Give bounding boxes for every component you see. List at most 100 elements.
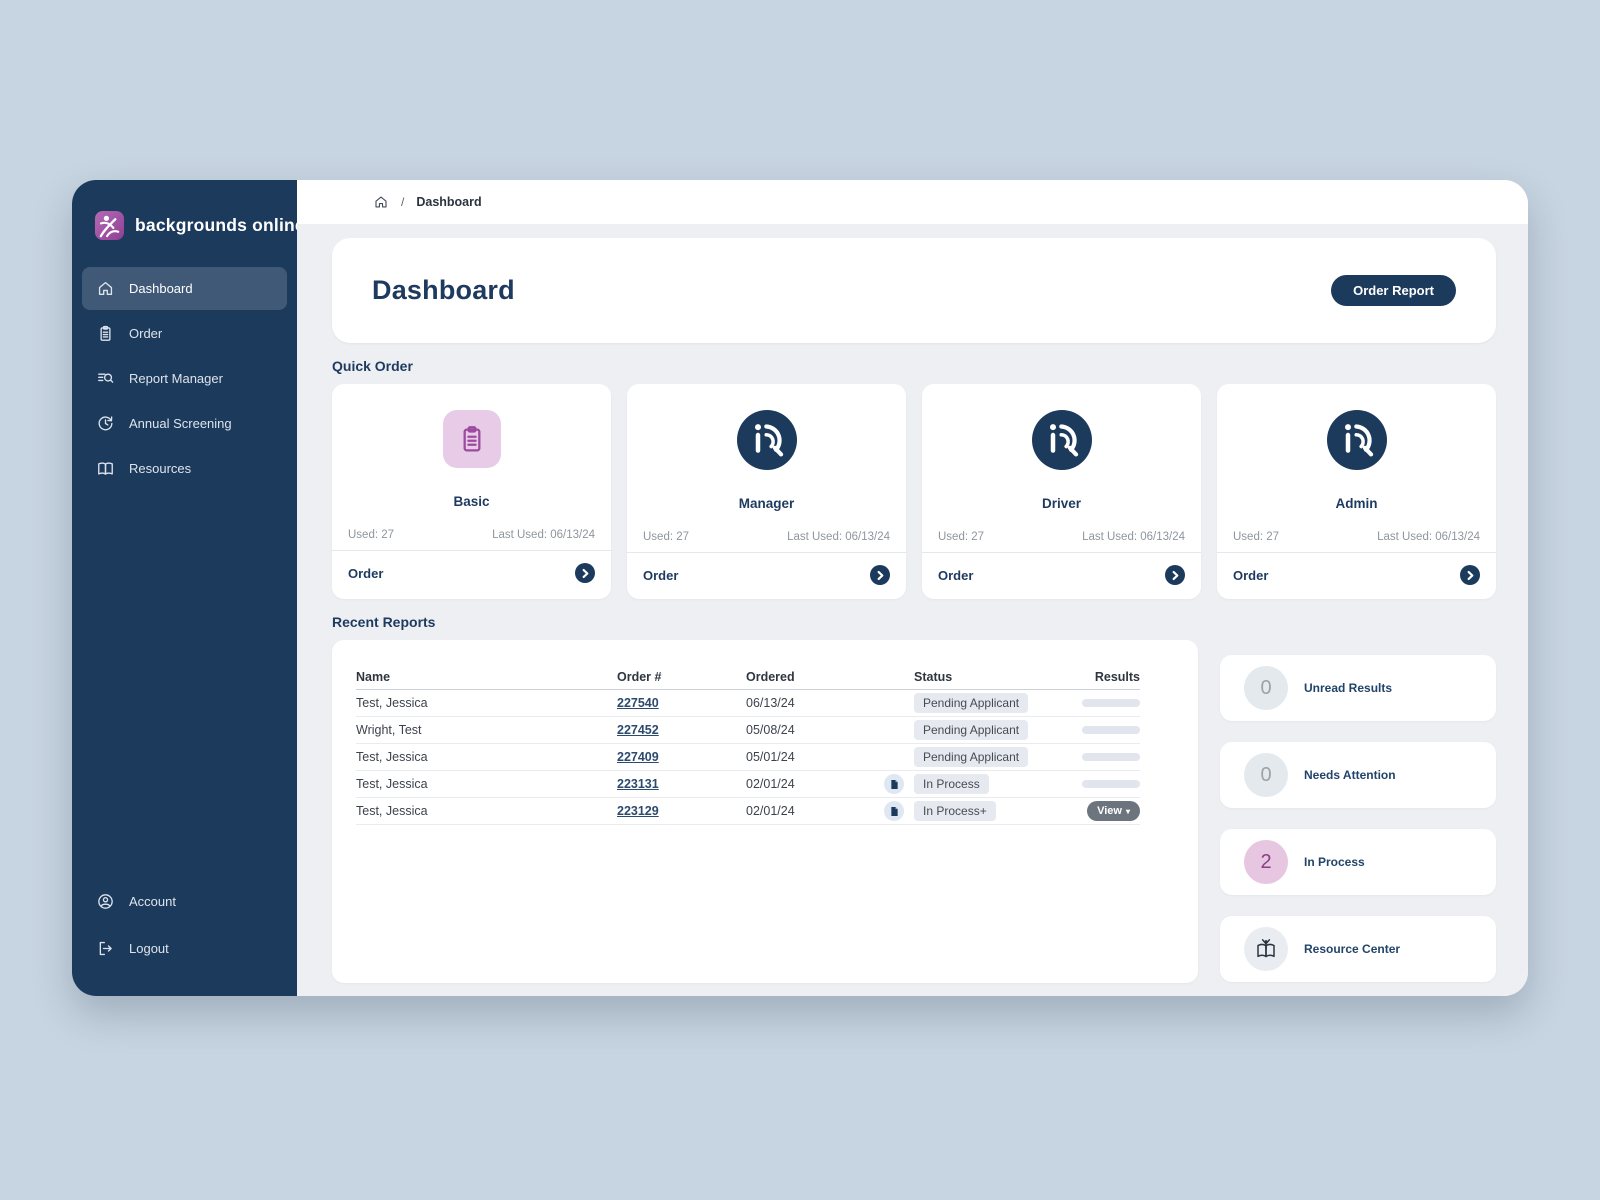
ordered-date: 02/01/24	[746, 804, 795, 818]
order-action-label: Order	[348, 565, 384, 581]
chevron-right-icon	[870, 565, 890, 585]
document-icon[interactable]	[884, 774, 904, 794]
status-badge: Pending Applicant	[914, 720, 1029, 740]
package-meta: Used: 27 Last Used: 06/13/24	[922, 531, 1201, 543]
stat-label: In Process	[1304, 855, 1365, 869]
sidebar-nav: Dashboard Order Report Manager Annual Sc…	[72, 267, 297, 490]
quick-order-card-admin: Admin Used: 27 Last Used: 06/13/24 Order	[1217, 384, 1496, 599]
order-action[interactable]: Order	[332, 550, 611, 597]
package-meta: Used: 27 Last Used: 06/13/24	[332, 529, 611, 541]
chevron-right-icon	[1165, 565, 1185, 585]
breadcrumb-current: Dashboard	[416, 195, 482, 209]
breadcrumb: / Dashboard	[297, 180, 1528, 224]
used-count: Used: 27	[1233, 531, 1280, 543]
last-used: Last Used: 06/13/24	[1082, 531, 1185, 543]
order-number-link[interactable]: 227452	[617, 723, 659, 737]
order-action[interactable]: Order	[922, 552, 1201, 599]
id-logo-icon	[737, 410, 797, 470]
user-circle-icon	[96, 892, 115, 911]
breadcrumb-home-icon[interactable]	[373, 194, 389, 210]
quick-order-heading: Quick Order	[332, 358, 413, 374]
page-title: Dashboard	[372, 275, 515, 305]
results-placeholder-bar	[1082, 699, 1140, 707]
stat-count: 0	[1244, 666, 1288, 710]
ordered-date: 06/13/24	[746, 696, 795, 710]
sidebar-item-account[interactable]: Account	[82, 880, 287, 923]
package-name: Driver	[1041, 496, 1082, 511]
table-row: Test, Jessica 227540 06/13/24 Pending Ap…	[356, 690, 1140, 717]
table-row: Wright, Test 227452 05/08/24 Pending App…	[356, 717, 1140, 744]
caret-down-icon: ▾	[1125, 807, 1130, 816]
order-number-link[interactable]: 227409	[617, 750, 659, 764]
order-action-label: Order	[643, 567, 679, 583]
sidebar-item-report-manager[interactable]: Report Manager	[82, 357, 287, 400]
stat-card-resource-center[interactable]: Resource Center	[1220, 916, 1496, 982]
clipboard-tile-icon	[442, 410, 501, 468]
quick-order-card-basic: Basic Used: 27 Last Used: 06/13/24 Order	[332, 384, 611, 599]
home-icon	[96, 279, 115, 298]
status-badge: Pending Applicant	[914, 747, 1029, 767]
package-name: Basic	[453, 494, 490, 509]
id-logo-icon	[1327, 410, 1387, 470]
id-logo-icon	[1032, 410, 1092, 470]
column-header-name: Name	[356, 669, 391, 684]
breadcrumb-separator: /	[401, 195, 405, 209]
order-number-link[interactable]: 223131	[617, 777, 659, 791]
status-badge: Pending Applicant	[914, 693, 1029, 713]
column-header-ordered: Ordered	[746, 669, 795, 684]
summary-cards: 0 Unread Results 0 Needs Attention 2 In …	[1220, 655, 1496, 982]
sidebar-item-annual-screening[interactable]: Annual Screening	[82, 402, 287, 445]
sidebar-item-label: Account	[129, 894, 176, 909]
last-used: Last Used: 06/13/24	[1377, 531, 1480, 543]
ordered-date: 05/01/24	[746, 750, 795, 764]
logout-icon	[96, 939, 115, 958]
package-meta: Used: 27 Last Used: 06/13/24	[627, 531, 906, 543]
sidebar-item-label: Annual Screening	[129, 416, 232, 431]
stat-card-in-process[interactable]: 2 In Process	[1220, 829, 1496, 895]
results-placeholder-bar	[1082, 726, 1140, 734]
order-action[interactable]: Order	[1217, 552, 1496, 599]
sidebar-item-dashboard[interactable]: Dashboard	[82, 267, 287, 310]
chevron-right-icon	[575, 563, 595, 583]
view-dropdown-button[interactable]: View ▾	[1087, 801, 1140, 821]
clipboard-icon	[96, 324, 115, 343]
sidebar-item-label: Order	[129, 326, 163, 341]
stat-label: Resource Center	[1304, 942, 1401, 956]
applicant-name: Test, Jessica	[356, 696, 428, 710]
order-action[interactable]: Order	[627, 552, 906, 599]
sidebar-footer: Account Logout	[72, 880, 297, 996]
applicant-name: Test, Jessica	[356, 777, 428, 791]
sidebar-item-resources[interactable]: Resources	[82, 447, 287, 490]
sidebar-item-label: Resources	[129, 461, 192, 476]
stat-label: Needs Attention	[1304, 768, 1396, 782]
sidebar-item-label: Logout	[129, 941, 169, 956]
order-number-link[interactable]: 223129	[617, 804, 659, 818]
document-icon[interactable]	[884, 801, 904, 821]
ordered-date: 05/08/24	[746, 723, 795, 737]
applicant-name: Test, Jessica	[356, 750, 428, 764]
applicant-name: Wright, Test	[356, 723, 422, 737]
order-action-label: Order	[938, 567, 974, 583]
used-count: Used: 27	[938, 531, 985, 543]
sidebar-item-label: Report Manager	[129, 371, 223, 386]
stat-label: Unread Results	[1304, 681, 1393, 695]
sidebar-item-logout[interactable]: Logout	[82, 927, 287, 970]
status-badge: In Process	[914, 774, 989, 794]
quick-order-cards: Basic Used: 27 Last Used: 06/13/24 Order…	[332, 384, 1496, 599]
order-report-button[interactable]: Order Report	[1331, 275, 1456, 306]
stat-card-needs-attention[interactable]: 0 Needs Attention	[1220, 742, 1496, 808]
sidebar-item-order[interactable]: Order	[82, 312, 287, 355]
sidebar-item-label: Dashboard	[129, 281, 193, 296]
page-header-card: Dashboard Order Report	[332, 238, 1496, 343]
recent-reports-heading: Recent Reports	[332, 614, 436, 630]
last-used: Last Used: 06/13/24	[787, 531, 890, 543]
column-header-status: Status	[914, 669, 953, 684]
results-placeholder-bar	[1082, 753, 1140, 761]
stat-card-unread-results[interactable]: 0 Unread Results	[1220, 655, 1496, 721]
main-content: / Dashboard Dashboard Order Report Quick…	[297, 180, 1528, 996]
open-book-icon	[96, 459, 115, 478]
column-header-results: Results	[1094, 669, 1140, 684]
order-number-link[interactable]: 227540	[617, 696, 659, 710]
quick-order-card-driver: Driver Used: 27 Last Used: 06/13/24 Orde…	[922, 384, 1201, 599]
stat-count: 0	[1244, 753, 1288, 797]
